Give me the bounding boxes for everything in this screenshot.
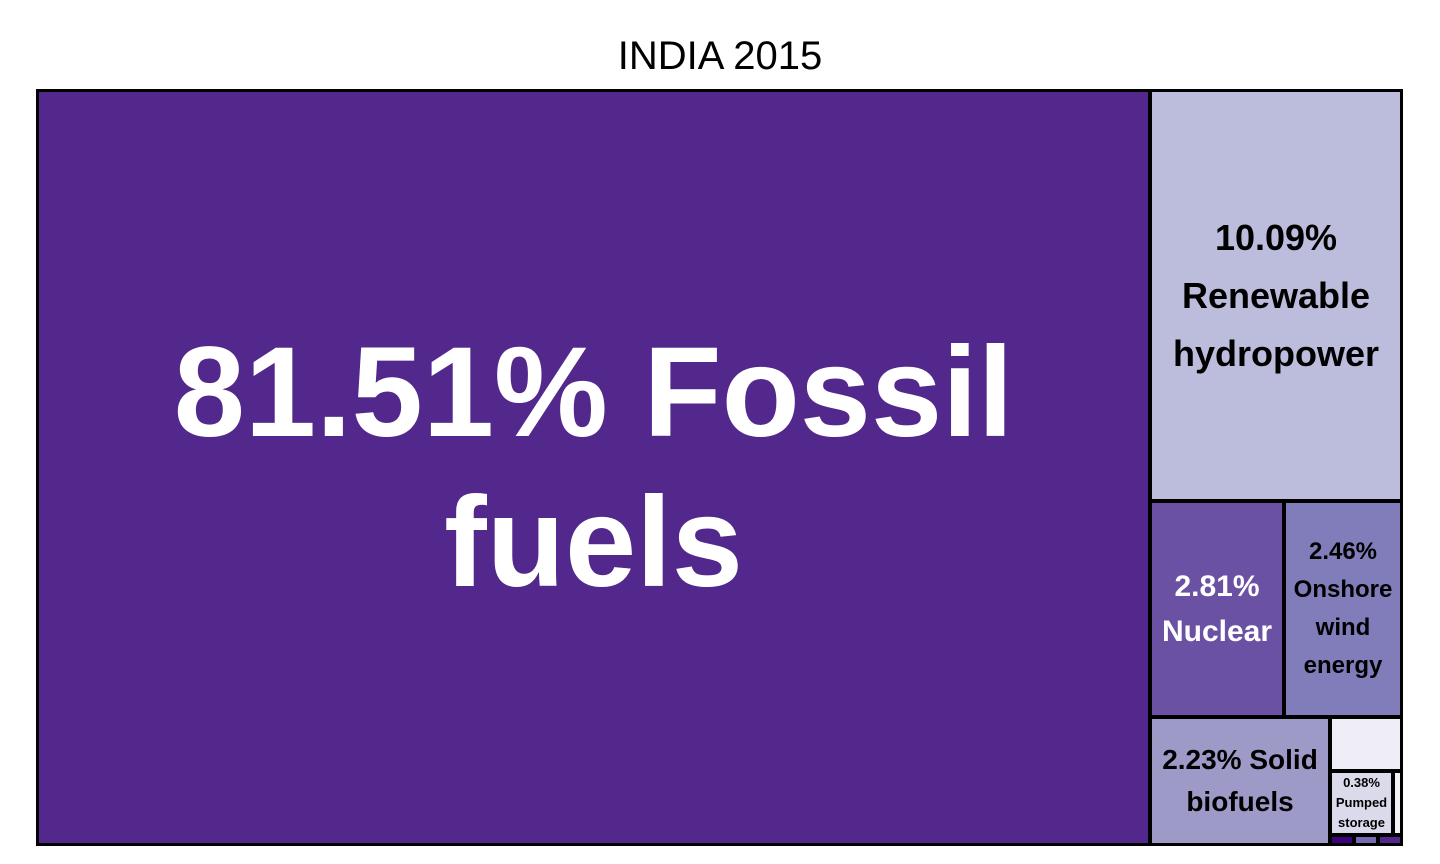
treemap-cell-label: 0.38% Pumped storage	[1335, 775, 1388, 830]
treemap-cell-label: 10.09% Renewable hydropower	[1172, 216, 1379, 374]
treemap-cell: 81.51% Fossil fuels	[36, 89, 1151, 846]
treemap-cell	[1329, 834, 1355, 846]
treemap-cell	[1377, 834, 1403, 846]
treemap-cell: 2.81% Nuclear	[1149, 500, 1285, 718]
treemap-cell	[1353, 834, 1379, 846]
treemap-cell	[1392, 770, 1403, 836]
treemap-cell: 10.09% Renewable hydropower	[1149, 89, 1403, 502]
treemap-cell: 2.46% Onshore wind energy	[1283, 500, 1403, 718]
treemap-cell-label: 2.23% Solid biofuels	[1162, 744, 1318, 817]
treemap-cell-label: 2.46% Onshore wind energy	[1293, 538, 1393, 679]
chart-title: INDIA 2015	[617, 34, 823, 78]
treemap-cell-label: 81.51% Fossil fuels	[173, 320, 1014, 614]
treemap-cell	[1329, 716, 1403, 772]
treemap-cell: 0.38% Pumped storage	[1329, 770, 1394, 836]
treemap-cell-label: 2.81% Nuclear	[1161, 570, 1273, 648]
treemap-cell: 2.23% Solid biofuels	[1149, 716, 1331, 846]
